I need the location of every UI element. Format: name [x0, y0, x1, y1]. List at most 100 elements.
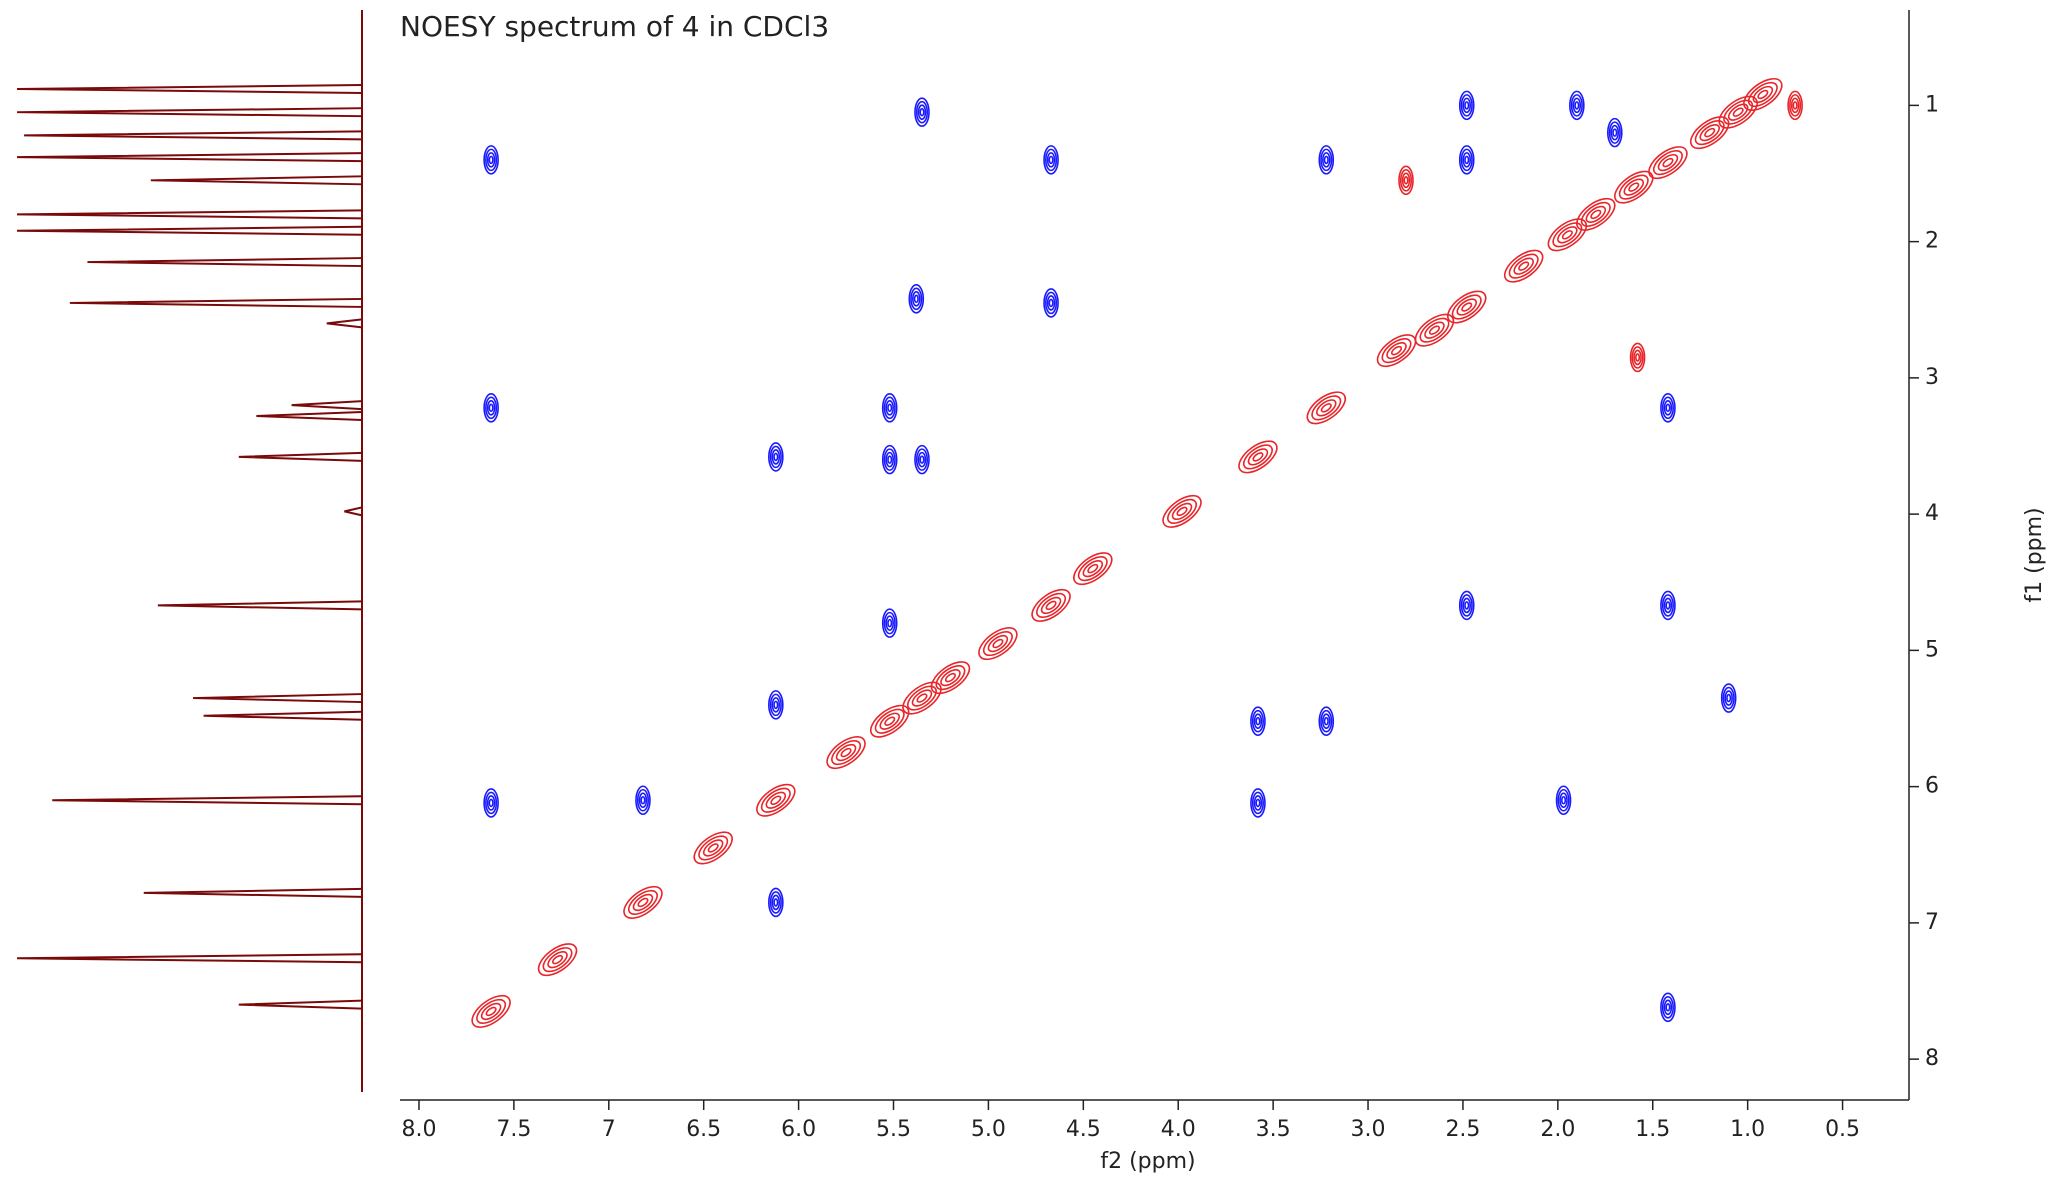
- contour-line: [1464, 601, 1470, 610]
- contour-line: [1073, 552, 1113, 586]
- contour-line: [483, 393, 499, 423]
- cross-peak: [1660, 992, 1676, 1023]
- contour-line: [883, 611, 896, 635]
- contour-line: [1757, 89, 1769, 100]
- projection-peak: [17, 953, 363, 964]
- contour-line: [760, 787, 791, 813]
- contour-line: [1663, 999, 1673, 1016]
- cross-peak: [756, 783, 796, 817]
- x-tick-label: 6.5: [686, 1117, 721, 1142]
- cross-peak: [1787, 90, 1803, 121]
- contour-line: [480, 1002, 502, 1021]
- contour-line: [1247, 448, 1269, 466]
- contour-line: [1727, 103, 1749, 121]
- y-tick-label: 2: [1925, 229, 1939, 254]
- contour-line: [1252, 452, 1264, 462]
- contour-line: [881, 444, 898, 475]
- contour-line: [1720, 683, 1737, 713]
- contour-line: [1561, 230, 1573, 240]
- contour-line: [1732, 107, 1744, 117]
- contour-line: [770, 795, 782, 805]
- cross-peak: [1547, 218, 1588, 252]
- cross-peak: [623, 885, 663, 919]
- contour-line: [1614, 170, 1654, 204]
- contour-line: [1077, 556, 1108, 582]
- contour-line: [1576, 197, 1616, 231]
- contour-line: [1610, 124, 1620, 141]
- contour-line: [1660, 992, 1676, 1023]
- projection-peak: [344, 506, 363, 517]
- cross-peak: [1718, 95, 1758, 129]
- contour-line: [1787, 90, 1803, 121]
- contour-line: [768, 442, 784, 472]
- cross-peak: [1458, 90, 1475, 121]
- contour-line: [1631, 346, 1644, 369]
- contour-line: [1608, 121, 1621, 144]
- contour-line: [879, 712, 900, 730]
- contour-line: [917, 104, 927, 120]
- contour-line: [1424, 321, 1445, 339]
- contour-line: [1162, 494, 1202, 528]
- cross-peak: [881, 393, 898, 423]
- contour-line: [992, 638, 1004, 649]
- cross-peak: [908, 284, 925, 314]
- contour-line: [636, 788, 650, 812]
- projection-peak: [52, 795, 363, 806]
- contour-line: [756, 783, 796, 817]
- contour-line: [885, 400, 895, 416]
- contour-line: [911, 689, 933, 707]
- contour-line: [944, 672, 956, 683]
- contour-line: [1460, 94, 1473, 117]
- contour-line: [1699, 123, 1720, 142]
- contour-line: [552, 954, 564, 965]
- x-tick-label: 2.5: [1445, 1117, 1480, 1142]
- cross-peak: [902, 681, 942, 715]
- contour-line: [1718, 95, 1758, 129]
- contour-line: [773, 452, 779, 462]
- y-tick-label: 3: [1925, 365, 1939, 390]
- contour-line: [978, 627, 1018, 661]
- contour-line: [1792, 101, 1798, 110]
- cross-peak: [483, 393, 499, 423]
- projection-peak: [291, 400, 363, 411]
- contour-line: [1722, 686, 1735, 710]
- cross-peak: [1458, 590, 1475, 621]
- x-tick-label: 0.5: [1825, 1117, 1860, 1142]
- contour-line: [1552, 222, 1583, 248]
- contour-line: [542, 947, 573, 973]
- contour-line: [1403, 176, 1409, 185]
- y-tick-label: 7: [1925, 910, 1939, 935]
- contour-line: [916, 693, 928, 703]
- contour-line: [769, 445, 782, 469]
- contour-line: [486, 795, 496, 811]
- projection-peak: [238, 451, 363, 462]
- contour-line: [1663, 400, 1673, 416]
- cross-peak: [978, 627, 1018, 661]
- contour-line: [486, 400, 496, 416]
- contour-line: [935, 665, 966, 691]
- contour-line: [1648, 146, 1688, 180]
- cross-peak: [1569, 90, 1585, 121]
- cross-peak: [693, 831, 733, 865]
- contour-line: [919, 107, 925, 117]
- contour-line: [1618, 174, 1649, 200]
- x-tick-label: 5.0: [971, 1117, 1006, 1142]
- contour-line: [1574, 101, 1580, 110]
- contour-line: [915, 100, 929, 124]
- y-tick-label: 1: [1925, 92, 1939, 117]
- contour-line: [1087, 563, 1099, 574]
- contour-line: [906, 685, 937, 711]
- contour-line: [1508, 253, 1539, 279]
- y-tick-label: 4: [1925, 501, 1939, 526]
- contour-line: [1419, 317, 1450, 343]
- contour-line: [768, 887, 784, 918]
- contour-line: [1048, 298, 1054, 308]
- cross-peak: [1031, 588, 1071, 622]
- contour-line: [1398, 165, 1414, 196]
- contour-line: [632, 893, 654, 912]
- contour-line: [1376, 334, 1417, 368]
- contour-line: [488, 155, 494, 165]
- contour-line: [638, 792, 648, 809]
- contour-line: [908, 284, 925, 314]
- contour-line: [1464, 101, 1470, 110]
